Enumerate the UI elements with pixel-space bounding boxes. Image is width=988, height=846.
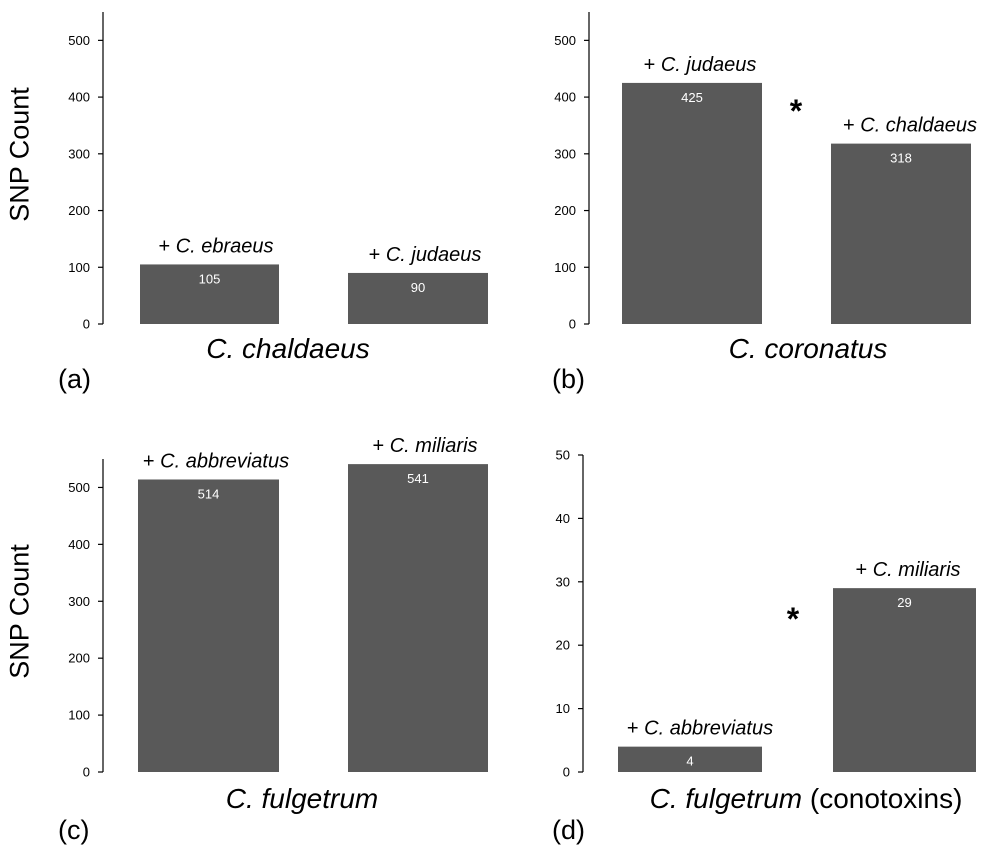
panel-a-category-plus: + [369, 244, 386, 266]
panel-a-bar [348, 272, 488, 324]
panel-d-tick-label: 40 [556, 511, 570, 526]
panel-d-category-species: C. miliaris [873, 559, 961, 581]
panel-b-category-plus: + [644, 54, 661, 76]
panel-a-tick-label: 500 [68, 33, 90, 48]
panel-d-category-label: + C. miliaris [855, 559, 960, 581]
panel-b-tick-label: 100 [554, 260, 576, 275]
panel-b-tick-label: 200 [554, 203, 576, 218]
panel-a-tick-label: 200 [68, 203, 90, 218]
panel-a-bar-value-label: 105 [199, 271, 221, 286]
panel-a-species-name: C. chaldaeus [206, 333, 370, 364]
y-axis-label-bottom: SNP Count [4, 544, 35, 679]
panel-a-bar-value-label: 90 [411, 280, 425, 295]
panel-a-bar [140, 264, 279, 324]
panel-d-bar [833, 588, 976, 772]
panel-b-significance-marker: * [790, 93, 803, 129]
panel-d-label: (d) [552, 815, 585, 845]
panel-b-species-name: C. coronatus [728, 333, 888, 364]
panel-c-category-label: + C. abbreviatus [143, 450, 289, 472]
panel-b-species-label: C. coronatus [729, 333, 888, 365]
panel-c-tick-label: 300 [68, 594, 90, 609]
panel-d-tick-label: 20 [556, 638, 570, 653]
panel-a-category-label: + C. judaeus [369, 244, 482, 266]
panel-d-category-label: + C. abbreviatus [627, 718, 773, 740]
panel-b-category-plus: + [843, 115, 860, 137]
panel-c-bar [348, 464, 488, 772]
panel-b-tick-label: 0 [569, 317, 576, 332]
panel-b-tick-label: 300 [554, 146, 576, 161]
panel-b-bar [831, 143, 971, 324]
panel-a-tick-label: 300 [68, 146, 90, 161]
panel-a-tick-label: 100 [68, 260, 90, 275]
panel-d-species-name: C. fulgetrum [649, 783, 803, 814]
panel-d-category-plus: + [627, 718, 644, 740]
panel-c-bar [138, 479, 279, 772]
panel-d-bar [618, 746, 762, 772]
panel-b-bar-value-label: 318 [890, 151, 912, 166]
panel-d-species-suffix: (conotoxins) [802, 783, 963, 814]
panel-b-bar [622, 82, 762, 324]
panel-d-species-label: C. fulgetrum (conotoxins) [650, 783, 963, 815]
panel-b-bar-value-label: 425 [681, 90, 703, 105]
panel-d-significance-marker: * [787, 601, 800, 637]
panel-d-tick-label: 0 [563, 765, 570, 780]
panel-a-tick-label: 0 [83, 317, 90, 332]
panel-b-label: (b) [552, 364, 585, 394]
panel-c-category-plus: + [372, 435, 389, 457]
panel-c-category-species: C. abbreviatus [160, 450, 289, 472]
panel-c-label: (c) [58, 815, 90, 845]
panel-c-bar-value-label: 541 [407, 471, 429, 486]
panel-b-tick-label: 400 [554, 90, 576, 105]
panel-a-category-label: + C. ebraeus [158, 235, 273, 257]
panel-c-category-label: + C. miliaris [372, 435, 477, 457]
panel-c-tick-label: 500 [68, 480, 90, 495]
panel-d-tick-label: 10 [556, 701, 570, 716]
panel-c-tick-label: 100 [68, 708, 90, 723]
panel-c-species-name: C. fulgetrum [225, 783, 379, 814]
panel-a-category-species: C. judaeus [386, 244, 482, 266]
panel-b-category-species: C. judaeus [661, 54, 757, 76]
panel-d-tick-label: 50 [556, 448, 570, 463]
panel-a-category-plus: + [158, 235, 175, 257]
panel-b-tick-label: 500 [554, 33, 576, 48]
panel-b-category-label: + C. judaeus [644, 54, 757, 76]
panel-a-label: (a) [58, 364, 91, 394]
panel-a-species-label: C. chaldaeus [206, 333, 369, 365]
panel-d-category-species: C. abbreviatus [644, 718, 773, 740]
panel-c-category-species: C. miliaris [390, 435, 478, 457]
panel-c-bar-value-label: 514 [198, 486, 220, 501]
panel-c-tick-label: 400 [68, 537, 90, 552]
panel-d-bar-value-label: 29 [897, 595, 911, 610]
panel-a-tick-label: 400 [68, 90, 90, 105]
panel-c-tick-label: 0 [83, 765, 90, 780]
panel-a-category-species: C. ebraeus [176, 235, 274, 257]
panel-c-category-plus: + [143, 450, 160, 472]
panel-d-tick-label: 30 [556, 574, 570, 589]
y-axis-label-top: SNP Count [4, 87, 35, 222]
panel-c-tick-label: 200 [68, 651, 90, 666]
panel-c-species-label: C. fulgetrum [226, 783, 379, 815]
panel-d-category-plus: + [855, 559, 872, 581]
panel-d-bar-value-label: 4 [686, 754, 693, 769]
panel-b-category-species: C. chaldaeus [860, 115, 977, 137]
panel-b-category-label: + C. chaldaeus [843, 115, 977, 137]
